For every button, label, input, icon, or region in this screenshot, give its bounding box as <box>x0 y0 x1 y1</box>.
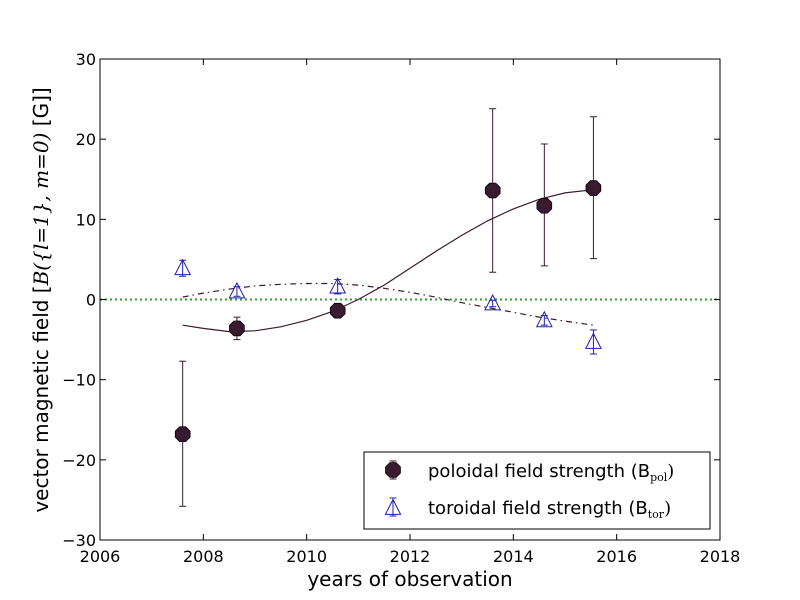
plot-area <box>100 108 720 507</box>
toroidal-data-point <box>329 277 347 294</box>
y-tick-label: 0 <box>86 291 96 310</box>
toroidal-data-point <box>535 310 553 328</box>
tick-layer: 2006 2008 2010 2012 2014 2016 20183020100−10−2… <box>62 50 740 566</box>
y-tick-label: −20 <box>62 451 96 470</box>
legend-label-poloidal: poloidal field strength (Bpol) <box>428 461 674 484</box>
legend-label-poloidal-close: ) <box>667 461 674 482</box>
x-tick-label: 2008 <box>183 547 224 566</box>
y-tick-label: 20 <box>76 130 96 149</box>
toroidal-data-point <box>174 258 192 276</box>
legend-label-poloidal-text: poloidal field strength (B <box>428 461 650 482</box>
legend-label-poloidal-sub: pol <box>650 471 668 484</box>
legend-label-toroidal: toroidal field strength (Btor) <box>428 498 671 521</box>
x-tick-label: 2012 <box>390 547 431 566</box>
poloidal-data-point <box>536 197 553 214</box>
y-axis-label-math: B({l=1}, m=0) <box>29 133 53 287</box>
y-axis-label: vector magnetic field [B({l=1}, m=0) [G]… <box>29 87 53 512</box>
x-tick-label: 2014 <box>493 547 534 566</box>
poloidal-data-point <box>484 182 501 199</box>
legend-label-toroidal-sub: tor <box>648 508 665 521</box>
y-axis-label-text: vector magnetic field [ <box>29 285 53 512</box>
legend-marker-toroidal <box>384 497 402 517</box>
toroidal-data-point <box>484 293 502 311</box>
toroidal-data-point <box>584 332 602 349</box>
x-tick-label: 2006 <box>80 547 121 566</box>
x-tick-label: 2018 <box>700 547 741 566</box>
poloidal-fit-curve <box>182 189 594 333</box>
poloidal-data-point <box>174 426 191 443</box>
y-tick-label: 30 <box>76 50 96 69</box>
y-tick-label: −30 <box>62 531 96 550</box>
poloidal-data-point <box>585 180 602 196</box>
legend-marker-poloidal <box>385 460 401 480</box>
toroidal-data-point <box>228 281 246 299</box>
x-tick-label: 2016 <box>596 547 637 566</box>
legend: poloidal field strength (Bpol) toroidal … <box>363 451 711 530</box>
y-axis-label-unit: [G]] <box>29 87 53 132</box>
poloidal-data-point <box>329 302 346 319</box>
legend-box <box>363 451 711 530</box>
legend-label-toroidal-text: toroidal field strength (B <box>428 498 648 519</box>
y-tick-label: −10 <box>62 371 96 390</box>
x-axis-label: years of observation <box>307 567 512 591</box>
x-tick-label: 2010 <box>286 547 327 566</box>
legend-label-toroidal-close: ) <box>664 498 671 519</box>
legend-symbol-toroidal <box>384 498 402 515</box>
legend-symbol-poloidal <box>385 462 401 478</box>
y-tick-label: 10 <box>76 210 96 229</box>
toroidal-fit-curve <box>182 282 594 326</box>
poloidal-data-point <box>229 320 245 337</box>
